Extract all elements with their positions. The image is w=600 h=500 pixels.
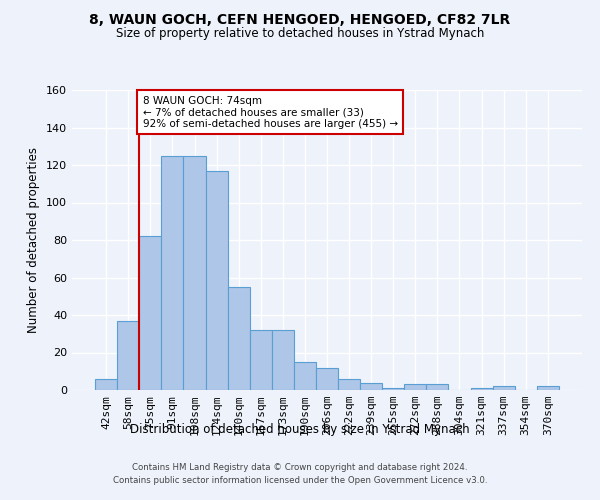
Bar — [206, 170, 227, 390]
Bar — [95, 379, 117, 390]
Bar — [184, 156, 206, 390]
Bar — [427, 384, 448, 390]
Bar — [250, 330, 272, 390]
Bar — [272, 330, 294, 390]
Text: 8, WAUN GOCH, CEFN HENGOED, HENGOED, CF82 7LR: 8, WAUN GOCH, CEFN HENGOED, HENGOED, CF8… — [89, 12, 511, 26]
Bar — [338, 379, 360, 390]
Bar — [139, 236, 161, 390]
Bar — [161, 156, 184, 390]
Text: Distribution of detached houses by size in Ystrad Mynach: Distribution of detached houses by size … — [130, 422, 470, 436]
Bar — [493, 386, 515, 390]
Bar — [294, 362, 316, 390]
Text: 8 WAUN GOCH: 74sqm
← 7% of detached houses are smaller (33)
92% of semi-detached: 8 WAUN GOCH: 74sqm ← 7% of detached hous… — [143, 96, 398, 129]
Bar — [360, 382, 382, 390]
Y-axis label: Number of detached properties: Number of detached properties — [28, 147, 40, 333]
Bar — [470, 388, 493, 390]
Bar — [227, 287, 250, 390]
Bar — [404, 384, 427, 390]
Bar — [537, 386, 559, 390]
Text: Size of property relative to detached houses in Ystrad Mynach: Size of property relative to detached ho… — [116, 28, 484, 40]
Text: Contains HM Land Registry data © Crown copyright and database right 2024.
Contai: Contains HM Land Registry data © Crown c… — [113, 464, 487, 485]
Bar — [382, 388, 404, 390]
Bar — [316, 368, 338, 390]
Bar — [117, 320, 139, 390]
